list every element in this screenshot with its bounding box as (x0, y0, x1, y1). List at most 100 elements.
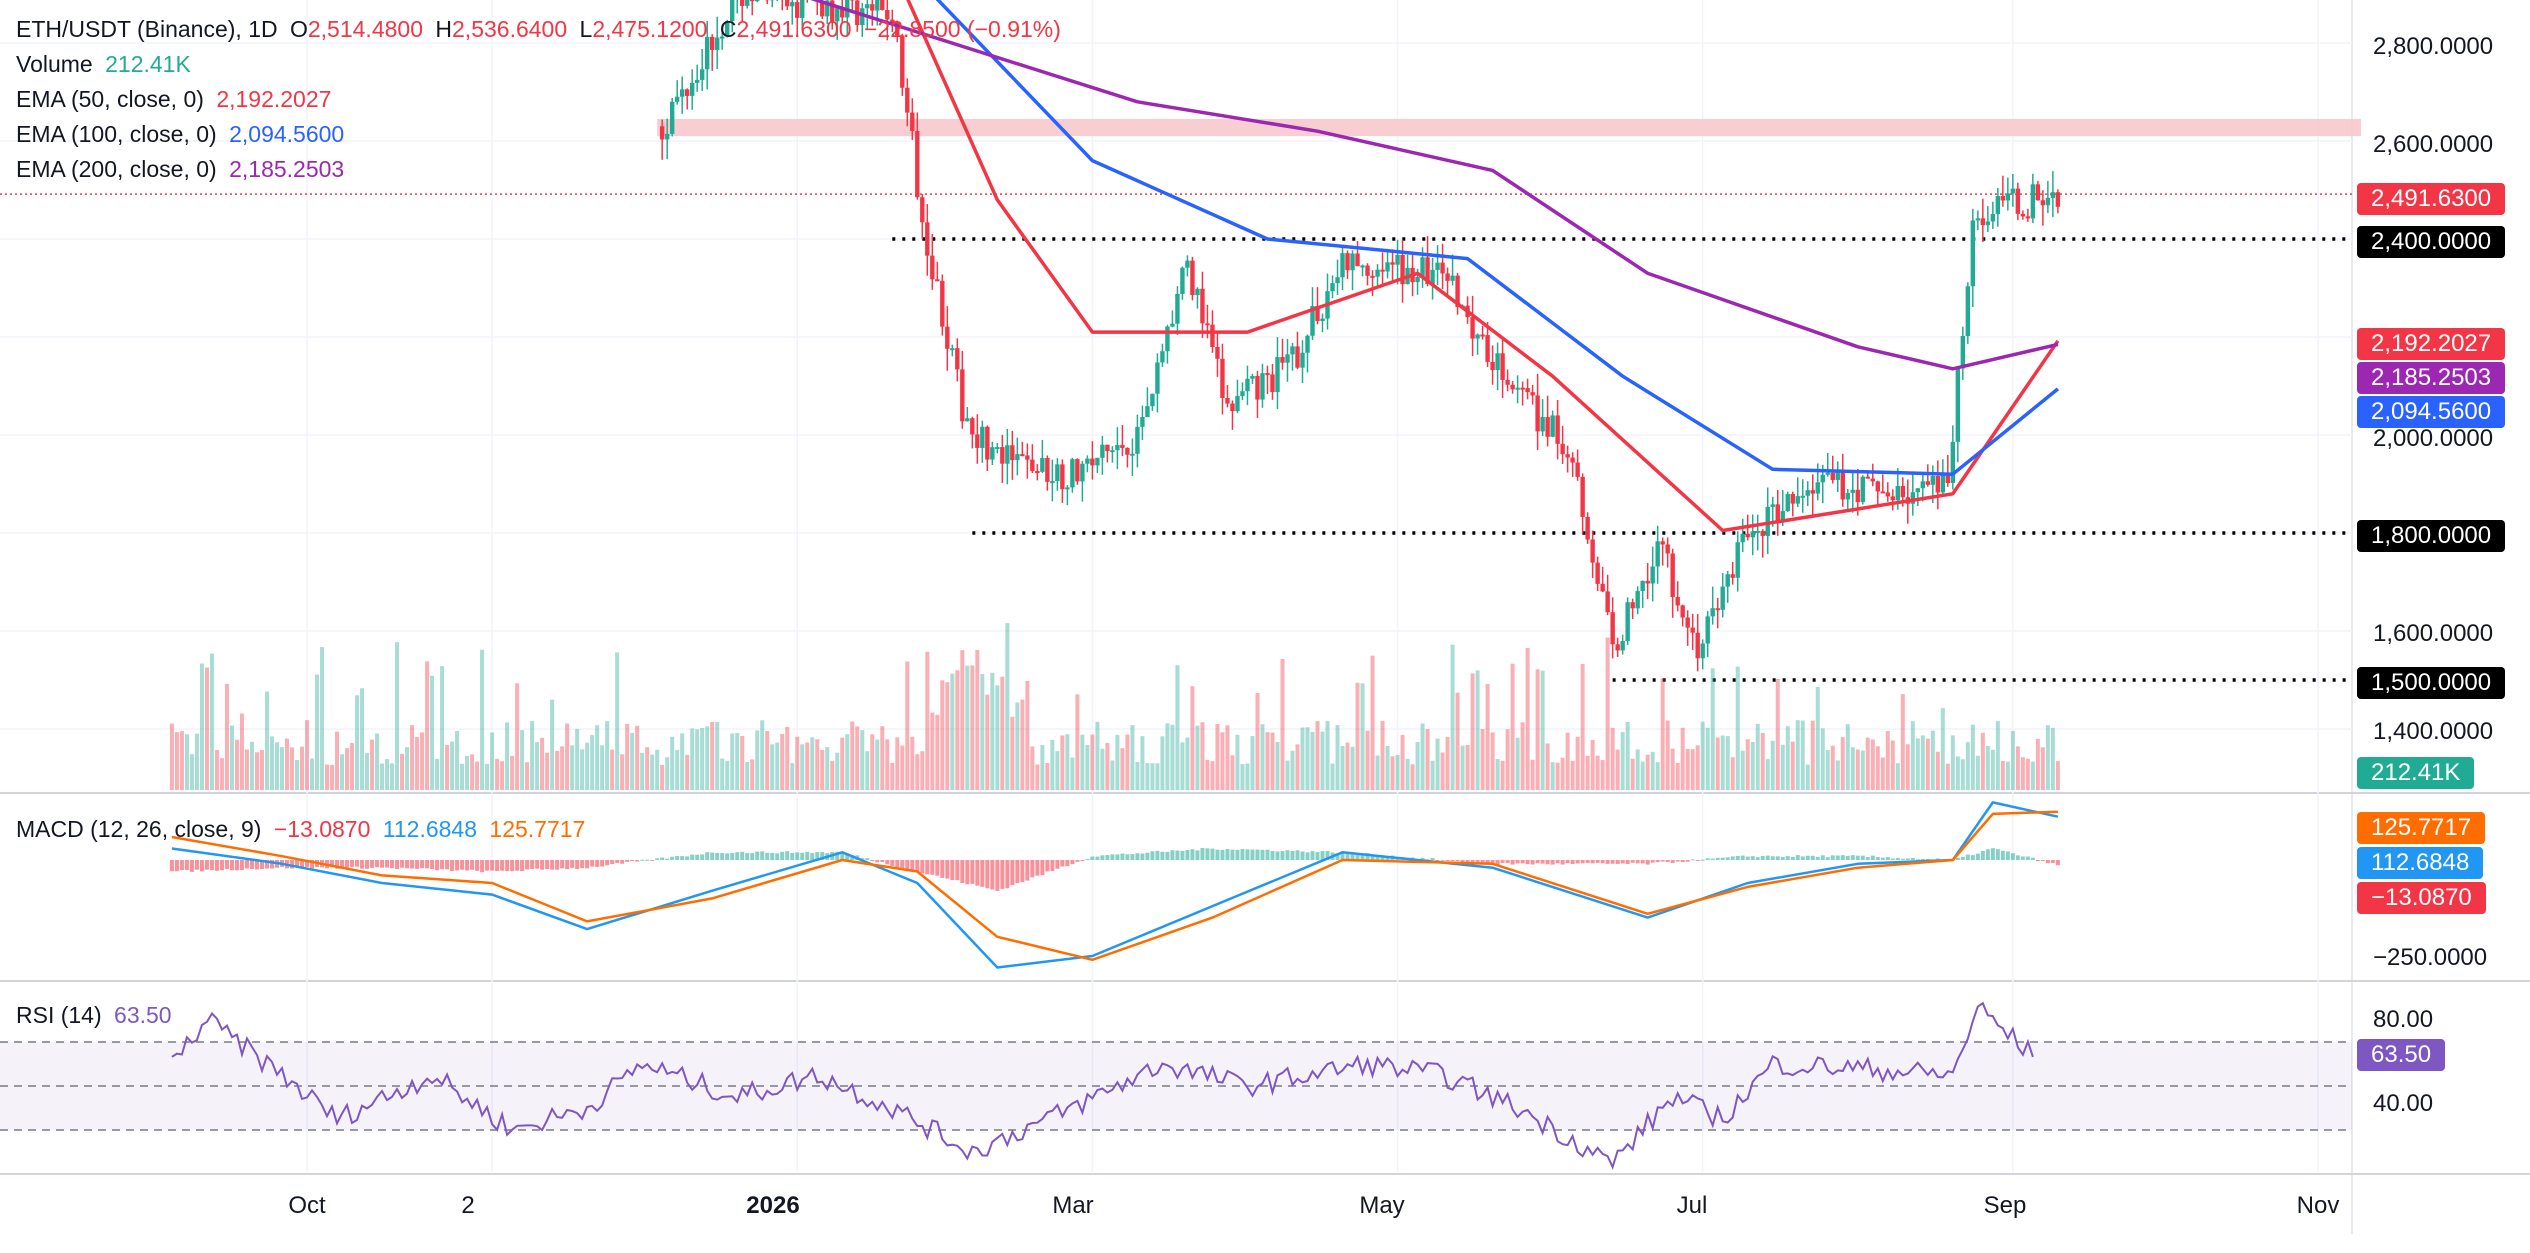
macd-histogram-bar (2020, 856, 2025, 860)
candle-body (2055, 192, 2061, 207)
candle-body (1815, 482, 1820, 494)
macd-histogram-bar (340, 860, 345, 869)
macd-histogram-bar (545, 860, 550, 870)
volume-bar (860, 730, 865, 790)
volume-bar (835, 752, 840, 790)
volume-bar (1490, 732, 1495, 790)
macd-histogram-bar (1700, 859, 1705, 861)
macd-histogram-bar (1880, 857, 1885, 860)
macd-histogram-bar (590, 860, 595, 867)
candle-body (1185, 260, 1190, 268)
level-1800-tag: 1,800.0000 (2357, 520, 2506, 552)
macd-histogram-bar (795, 852, 800, 860)
candle-body (1590, 539, 1595, 563)
macd-histogram-bar (950, 860, 955, 881)
volume-bar (705, 726, 710, 790)
volume-bar (1540, 670, 1545, 790)
volume-value: 212.41K (105, 51, 191, 77)
volume-bar (1645, 754, 1650, 790)
volume-bar (219, 758, 224, 790)
candle-body (1955, 368, 1961, 442)
macd-histogram-bar (695, 854, 700, 860)
candle-body (1635, 591, 1640, 609)
volume-bar (400, 753, 405, 790)
volume-bar (1150, 763, 1155, 790)
volume-bar (169, 723, 174, 790)
volume-bar (1120, 748, 1125, 790)
candle-body (1365, 265, 1370, 276)
macd-histogram-bar (1975, 853, 1980, 860)
price-tick: 1,400.0000 (2373, 718, 2494, 745)
macd-histogram-bar (420, 860, 425, 869)
candle-body (795, 2, 800, 18)
macd-histogram-bar (370, 860, 375, 868)
candle-body (2020, 213, 2026, 217)
macd-histogram-bar (1100, 855, 1105, 860)
volume-bar (1630, 758, 1635, 790)
volume-bar (1620, 732, 1625, 790)
volume-bar (1895, 763, 1900, 790)
candle-body (1650, 566, 1655, 584)
volume-bar (1690, 749, 1695, 790)
macd-histogram-bar (1985, 849, 1990, 860)
rsi-tag: 63.50 (2357, 1039, 2446, 1071)
macd-histogram-bar (680, 856, 685, 860)
macd-line-tag: 112.6848 (2357, 847, 2484, 879)
volume-bar (1575, 736, 1580, 790)
volume-bar (355, 695, 360, 790)
volume-bar (960, 650, 965, 790)
macd-histogram-bar (710, 852, 715, 860)
macd-histogram-bar (915, 860, 920, 872)
volume-bar (1870, 739, 1875, 790)
candle-body (1030, 459, 1035, 472)
volume-bar (485, 763, 490, 790)
low-label: L (579, 16, 593, 42)
volume-bar (830, 760, 835, 790)
macd-histogram-bar (1085, 859, 1090, 861)
macd-histogram-bar (1535, 860, 1540, 864)
macd-histogram-bar (1470, 860, 1475, 863)
candle-body (860, 8, 865, 26)
candle-body (1280, 357, 1285, 363)
macd-histogram-bar (269, 860, 274, 869)
volume-bar (890, 762, 895, 790)
volume-bar (214, 749, 219, 790)
volume-bar (1935, 751, 1940, 790)
macd-histogram-bar (1340, 851, 1345, 860)
volume-bar (1780, 744, 1785, 790)
volume-bar (1700, 721, 1705, 790)
macd-histogram-bar (244, 860, 249, 869)
volume-bar (1770, 740, 1775, 790)
candle-body (730, 0, 735, 22)
candle-body (1535, 395, 1540, 432)
candle-body (1050, 481, 1055, 484)
volume-bar (1565, 732, 1570, 790)
candle-body (1380, 269, 1385, 272)
macd-histogram-bar (1015, 860, 1020, 884)
volume-bar (1855, 749, 1860, 790)
candle-body (1745, 533, 1750, 538)
candle-body (945, 326, 950, 349)
macd-histogram-bar (1300, 851, 1305, 860)
macd-histogram-bar (2005, 851, 2010, 860)
volume-bar (1265, 732, 1270, 790)
volume-bar (1960, 759, 1965, 790)
volume-bar (545, 752, 550, 790)
change-value: −22.8500 (−0.91%) (863, 16, 1061, 42)
candle-body (1145, 406, 1150, 417)
candle-body (1070, 459, 1075, 488)
volume-bar (1380, 720, 1385, 790)
macd-histogram-bar (174, 860, 179, 872)
candle-body (1665, 544, 1670, 554)
macd-histogram-bar (2030, 857, 2035, 860)
candle-body (970, 418, 975, 435)
candle-body (1575, 462, 1580, 477)
candle-body (1115, 444, 1120, 451)
volume-bar (1070, 757, 1075, 790)
macd-histogram-bar (2015, 855, 2020, 860)
candle-body (1925, 481, 1931, 485)
candle-body (955, 348, 960, 370)
volume-bar (825, 747, 830, 790)
candle-body (1440, 262, 1445, 274)
